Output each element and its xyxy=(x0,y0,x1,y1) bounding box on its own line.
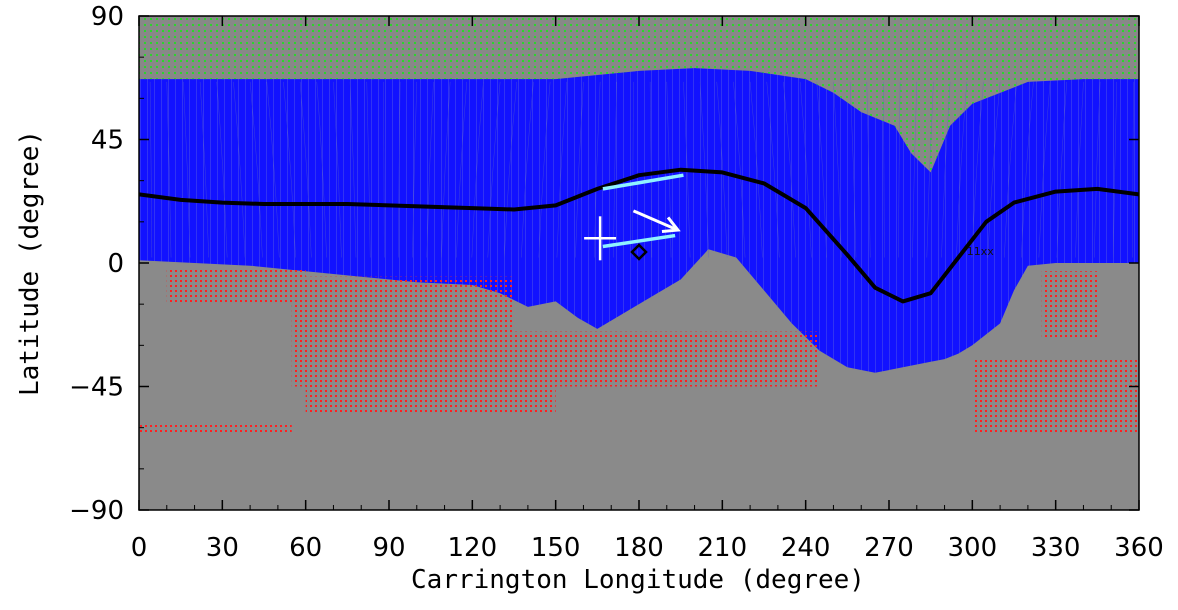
field-line xyxy=(1004,81,1018,258)
open-field-south-patch xyxy=(166,268,306,305)
field-line xyxy=(316,81,327,258)
x-tick-label: 360 xyxy=(1114,533,1164,563)
field-line xyxy=(613,81,618,258)
field-line xyxy=(912,81,918,258)
field-line xyxy=(783,81,796,258)
field-line xyxy=(1021,81,1034,258)
field-line xyxy=(926,81,934,258)
field-line xyxy=(1093,81,1101,258)
field-line xyxy=(733,81,746,258)
field-line xyxy=(383,81,385,258)
x-tick-label: 270 xyxy=(864,533,914,563)
open-field-south-patch xyxy=(305,386,556,414)
field-line xyxy=(849,81,857,258)
field-line xyxy=(716,81,728,258)
field-line xyxy=(333,81,342,258)
field-line xyxy=(233,81,246,258)
field-line xyxy=(398,81,401,258)
field-line xyxy=(456,81,468,258)
field-line xyxy=(426,81,434,258)
field-line xyxy=(799,81,812,258)
polar-coronal-hole xyxy=(139,16,1139,173)
field-line xyxy=(883,81,885,258)
ribbon-upper xyxy=(602,173,684,191)
field-line xyxy=(283,81,296,258)
field-line xyxy=(1056,81,1068,258)
x-tick-label: 90 xyxy=(372,533,405,563)
field-line xyxy=(216,81,228,258)
x-tick-label: 240 xyxy=(781,533,831,563)
field-line xyxy=(166,81,172,258)
y-axis-title: Latitude (degree) xyxy=(15,130,45,396)
field-line xyxy=(941,81,951,258)
open-field-south-patch xyxy=(472,331,820,387)
field-line xyxy=(412,81,418,258)
x-tick-label: 330 xyxy=(1031,533,1081,563)
field-line xyxy=(575,81,584,258)
x-tick-label: 300 xyxy=(948,533,998,563)
field-line xyxy=(149,81,153,258)
field-line xyxy=(1038,81,1051,258)
field-line xyxy=(366,81,371,258)
field-line xyxy=(249,81,263,258)
field-line xyxy=(199,81,210,258)
region-label: 11xx xyxy=(967,245,995,258)
x-tick-label: 30 xyxy=(206,533,239,563)
field-line xyxy=(956,81,968,258)
open-field-south-patch xyxy=(139,422,292,434)
x-tick-label: 180 xyxy=(614,533,664,563)
diamond-marker xyxy=(630,243,648,261)
field-line xyxy=(898,81,901,258)
field-line xyxy=(816,81,827,258)
field-line xyxy=(299,81,312,258)
field-line xyxy=(1113,81,1118,258)
field-line xyxy=(749,81,763,258)
y-tick-label: 45 xyxy=(91,126,124,156)
open-field-south-patch xyxy=(972,359,1139,434)
x-axis-title: Carrington Longitude (degree) xyxy=(411,565,865,595)
x-tick-label: 0 xyxy=(131,533,148,563)
motion-arrow-head xyxy=(661,216,681,234)
field-line xyxy=(521,81,534,258)
ribbon-lower xyxy=(602,233,676,249)
field-line xyxy=(1132,81,1134,258)
heliospheric-current-sheet xyxy=(139,167,1139,304)
field-line xyxy=(833,81,842,258)
x-tick-label: 150 xyxy=(531,533,581,563)
x-tick-label: 120 xyxy=(448,533,498,563)
field-line xyxy=(471,81,484,258)
field-line xyxy=(266,81,280,258)
field-line xyxy=(487,81,501,258)
field-line xyxy=(441,81,451,258)
x-tick-label: 210 xyxy=(698,533,748,563)
y-tick-label: −90 xyxy=(69,496,124,526)
x-tick-label: 60 xyxy=(289,533,322,563)
field-line xyxy=(632,81,634,258)
field-line xyxy=(504,81,518,258)
field-line xyxy=(349,81,357,258)
y-tick-label: 90 xyxy=(91,2,124,32)
y-tick-label: −45 xyxy=(69,373,124,403)
motion-arrow xyxy=(632,209,679,232)
y-tick-label: 0 xyxy=(107,249,124,279)
field-line xyxy=(556,81,568,258)
field-line xyxy=(866,81,871,258)
field-line xyxy=(766,81,780,258)
field-line xyxy=(538,81,551,258)
field-line xyxy=(1075,81,1084,258)
field-line xyxy=(649,81,653,258)
field-line xyxy=(593,81,601,258)
open-field-south-patch xyxy=(1041,271,1098,340)
field-line xyxy=(987,81,1001,258)
field-line xyxy=(183,81,191,258)
